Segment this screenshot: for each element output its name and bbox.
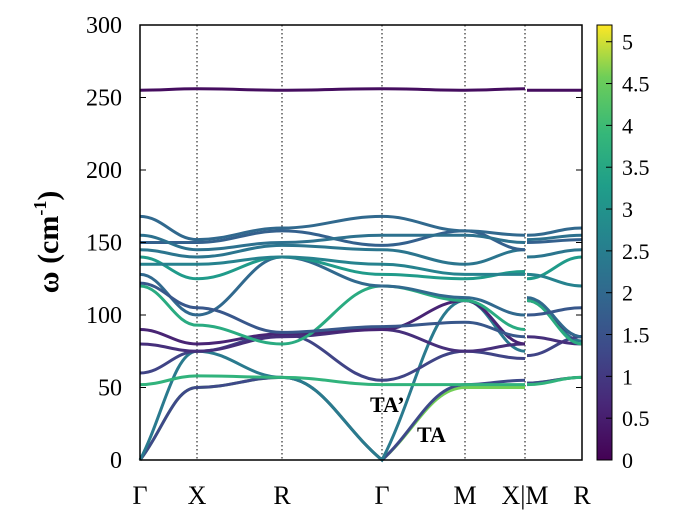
band-1-path-gamma-x [138, 375, 526, 462]
colorbar-tick-label: 0.5 [622, 406, 650, 431]
band-9-path-m-r [526, 255, 583, 281]
band-13-path-m-r [526, 272, 583, 288]
band-8-path-gamma-x [139, 255, 526, 317]
y-tick-label: 50 [98, 376, 122, 402]
colorbar [596, 24, 613, 461]
y-tick-label: 0 [110, 448, 122, 474]
band-4-path-gamma-x [139, 332, 526, 382]
colorbar-tick-label: 4 [622, 113, 633, 138]
band-15-path-gamma-x [139, 281, 526, 339]
annotation-ta-prime: TA’ [370, 392, 405, 417]
y-tick-label: 250 [86, 86, 122, 112]
x-tick-label: Γ [374, 481, 389, 510]
band-13-path-gamma-x [140, 255, 525, 276]
colorbar-tick-label: 2.5 [622, 239, 650, 264]
band-3-path-m-r [526, 375, 583, 387]
annotation-ta: TA [417, 422, 446, 447]
band-14-path-m-r [526, 233, 583, 242]
y-tick-label: 100 [86, 303, 122, 329]
band-15-path-m-r [526, 306, 583, 317]
x-tick-label: M [453, 481, 476, 510]
colorbar-tick-label: 0 [622, 448, 633, 473]
band-14-path-gamma-x [139, 233, 526, 252]
band-12-path-gamma-x [139, 214, 526, 242]
colorbar-tick-label: 4.5 [622, 72, 650, 97]
colorbar-tick-label: 3.5 [622, 155, 650, 180]
band-11-path-m-r [526, 238, 583, 244]
y-label-sup: -1 [30, 201, 50, 216]
band-10-path-m-r [526, 248, 583, 259]
band-12-path-m-r [526, 226, 583, 237]
x-tick-label: Γ [132, 481, 147, 510]
band-3-path-gamma-x [139, 374, 525, 387]
colorbar-tick-label: 5 [622, 30, 633, 55]
band-16-path-gamma-x [139, 87, 526, 92]
band-7-path-m-r [526, 299, 583, 346]
y-tick-label: 150 [86, 231, 122, 257]
colorbar-tick-label: 1.5 [622, 323, 650, 348]
x-tick-label: R [273, 481, 291, 510]
x-tick-label: R [573, 481, 591, 510]
y-tick-label: 300 [86, 13, 122, 39]
band-10-path-gamma-x [139, 243, 526, 266]
colorbar-tick-label: 2 [622, 281, 633, 306]
y-tick-label: 200 [86, 158, 122, 184]
x-tick-label: X|M [501, 481, 548, 510]
band-7-path-gamma-x [139, 284, 526, 346]
y-label-close: ) [32, 191, 65, 201]
colorbar-tick-label: 3 [622, 197, 633, 222]
band-9-path-gamma-x [139, 255, 526, 281]
y-axis-label: ω (cm-1) [30, 191, 65, 294]
band-0-path-gamma-x [138, 375, 525, 462]
y-label-main: ω (cm [32, 216, 65, 294]
band-8-path-m-r [526, 296, 583, 339]
colorbar-tick-label: 1 [622, 364, 633, 389]
x-tick-label: X [188, 481, 207, 510]
